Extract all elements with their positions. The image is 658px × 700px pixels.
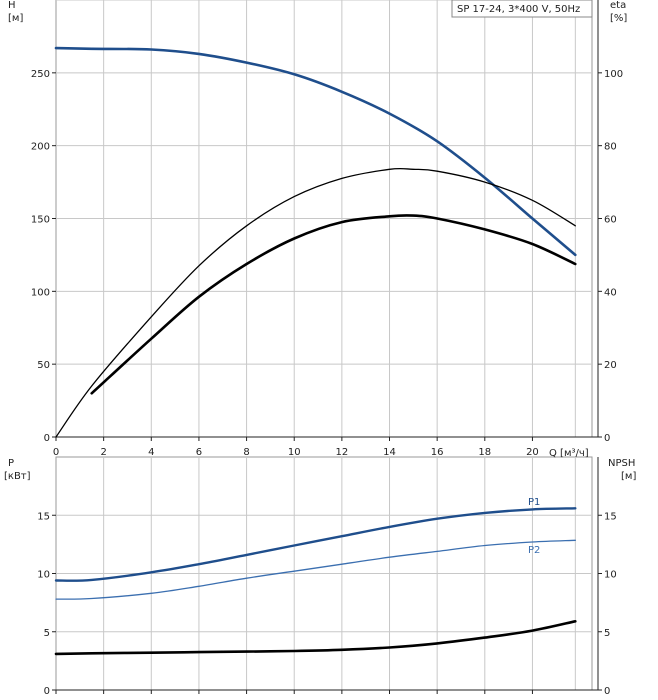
bottom-series-line-2 <box>54 620 577 656</box>
legend-box <box>451 0 593 18</box>
top-y2-axis-label: eta <box>610 0 626 11</box>
legend-text: SP 17-24, 3*400 V, 50Hz <box>457 4 580 15</box>
bottom-panel-series <box>54 507 577 656</box>
x-tick-label: 6 <box>196 447 202 458</box>
top-y2-tick-label: 80 <box>604 142 617 153</box>
bottom-y-tick-label: 0 <box>44 686 50 697</box>
x-tick-label: 12 <box>335 447 348 458</box>
bottom-y-tick-label: 15 <box>37 511 50 522</box>
top-y-tick-label: 50 <box>37 360 50 371</box>
x-tick-label: 16 <box>431 447 444 458</box>
bottom-y-axis-label: P <box>8 458 14 469</box>
bottom-y2-axis-unit: [м] <box>621 471 636 482</box>
bottom-series-line-0 <box>54 507 577 582</box>
x-axis-label: Q [м³/ч] <box>549 448 589 459</box>
top-series-line-1 <box>55 167 576 438</box>
top-y-tick-label: 100 <box>31 287 50 298</box>
top-series-line-2 <box>90 214 577 395</box>
x-tick-label: 10 <box>288 447 301 458</box>
bottom-y2-tick-label: 0 <box>604 686 610 697</box>
top-y-axis-unit: [м] <box>8 13 23 24</box>
series-label-p2: P2 <box>528 545 540 556</box>
x-tick-label: 2 <box>100 447 106 458</box>
x-tick-label: 20 <box>526 447 539 458</box>
top-panel-series <box>54 46 577 438</box>
top-series-line-0 <box>54 46 577 257</box>
x-tick-label: 18 <box>478 447 491 458</box>
top-y-tick-label: 150 <box>31 215 50 226</box>
x-tick-label: 4 <box>148 447 154 458</box>
top-y2-tick-label: 60 <box>604 215 617 226</box>
top-y-tick-label: 200 <box>31 142 50 153</box>
bottom-y2-tick-label: 15 <box>604 511 617 522</box>
bottom-y-tick-label: 5 <box>44 628 50 639</box>
bottom-y2-axis-label: NPSH <box>608 458 635 469</box>
top-y-tick-label: 0 <box>44 433 50 444</box>
top-y2-axis-unit: [%] <box>610 13 627 24</box>
top-y2-tick-label: 100 <box>604 69 623 80</box>
top-y2-tick-label: 40 <box>604 287 617 298</box>
top-y2-tick-label: 0 <box>604 433 610 444</box>
series-label-p1: P1 <box>528 497 540 508</box>
bottom-y-tick-label: 10 <box>37 570 50 581</box>
x-tick-label: 14 <box>383 447 396 458</box>
top-y2-tick-label: 20 <box>604 360 617 371</box>
x-tick-label: 8 <box>243 447 249 458</box>
bottom-y-axis-unit: [кВт] <box>4 471 31 482</box>
top-panel-grid <box>52 0 602 441</box>
bottom-y2-tick-label: 10 <box>604 570 617 581</box>
bottom-series-line-1 <box>55 539 576 600</box>
tick-labels: 0501001502002500204060801000510150510150… <box>31 69 623 697</box>
top-y-tick-label: 250 <box>31 69 50 80</box>
x-tick-label: 0 <box>53 447 59 458</box>
top-y-axis-label: H <box>8 0 16 11</box>
bottom-y2-tick-label: 5 <box>604 628 610 639</box>
